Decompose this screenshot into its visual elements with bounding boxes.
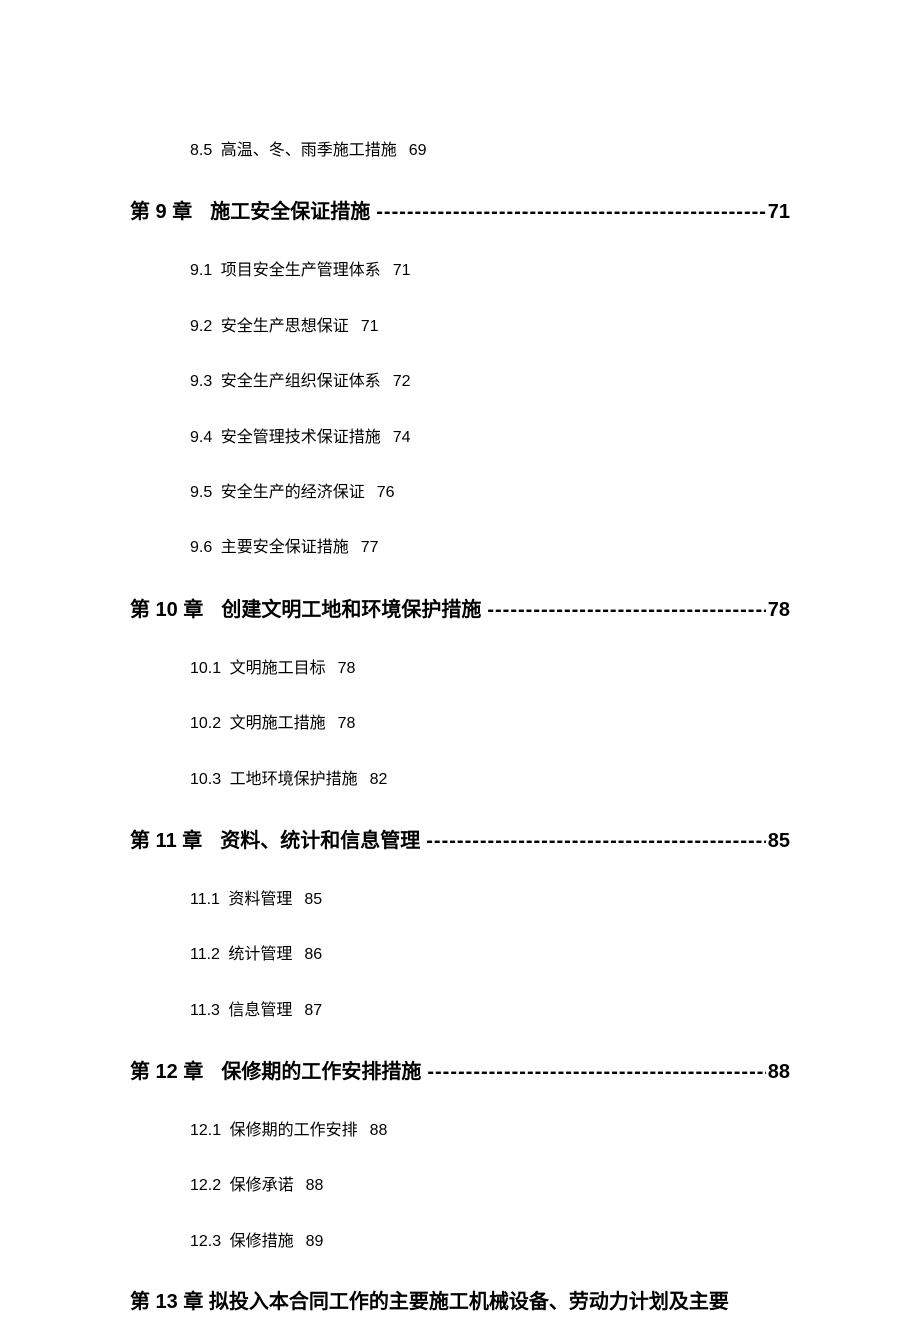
section-number: 9.5 <box>190 484 212 501</box>
section-title: 保修期的工作安排 <box>225 1122 357 1139</box>
section-page: 74 <box>393 429 411 446</box>
section-number: 9.6 <box>190 539 212 556</box>
section-page: 82 <box>370 771 388 788</box>
section-title: 文明施工目标 <box>225 660 325 677</box>
section-page: 72 <box>393 373 411 390</box>
chapter-label: 第 11 章 <box>130 824 202 853</box>
section-page: 78 <box>338 660 356 677</box>
toc-section-item: 8.5 高温、冬、雨季施工措施 69 <box>130 140 790 162</box>
section-title: 主要安全保证措施 <box>216 539 348 556</box>
chapter-title: 保修期的工作安排措施 <box>221 1055 421 1084</box>
section-page: 85 <box>304 891 322 908</box>
leader-dashes: ----------------------------------------… <box>376 201 766 224</box>
section-title: 安全生产组织保证体系 <box>216 373 380 390</box>
leader-dashes: ----------------------------------------… <box>487 599 765 622</box>
section-number: 9.3 <box>190 373 212 390</box>
leader-dashes: ----------------------------------------… <box>426 830 765 853</box>
section-number: 10.1 <box>190 660 221 677</box>
section-title: 安全生产的经济保证 <box>216 484 364 501</box>
toc-section-item: 11.2 统计管理 86 <box>130 944 790 966</box>
section-title: 保修措施 <box>225 1233 293 1250</box>
toc-chapter-row: 第 12 章保修期的工作安排措施 ------------------------… <box>130 1055 790 1084</box>
section-page: 87 <box>304 1002 322 1019</box>
section-title: 安全管理技术保证措施 <box>216 429 380 446</box>
section-number: 9.4 <box>190 429 212 446</box>
section-number: 11.3 <box>190 1002 220 1019</box>
chapter-title: 拟投入本合同工作的主要施工机械设备、劳动力计划及主要 <box>209 1291 729 1313</box>
toc-section-item: 9.1 项目安全生产管理体系 71 <box>130 260 790 282</box>
section-number: 8.5 <box>190 142 212 159</box>
toc-section-item: 10.3 工地环境保护措施 82 <box>130 769 790 791</box>
leader-dashes: ----------------------------------------… <box>427 1061 765 1084</box>
section-page: 71 <box>361 318 379 335</box>
section-title: 保修承诺 <box>225 1177 293 1194</box>
section-title: 信息管理 <box>224 1002 292 1019</box>
chapter-title: 施工安全保证措施 <box>210 195 370 224</box>
chapter-page: 85 <box>768 830 790 853</box>
section-number: 11.1 <box>190 891 220 908</box>
section-number: 10.3 <box>190 771 221 788</box>
toc-section-item: 9.3 安全生产组织保证体系 72 <box>130 371 790 393</box>
toc-section-item: 12.3 保修措施 89 <box>130 1231 790 1253</box>
toc-section-item: 12.1 保修期的工作安排 88 <box>130 1120 790 1142</box>
section-number: 9.2 <box>190 318 212 335</box>
section-title: 工地环境保护措施 <box>225 771 357 788</box>
toc-section-item: 9.4 安全管理技术保证措施 74 <box>130 427 790 449</box>
section-number: 11.2 <box>190 946 220 963</box>
section-title: 统计管理 <box>224 946 292 963</box>
section-title: 资料管理 <box>224 891 292 908</box>
chapter-label: 第 13 章 <box>130 1291 209 1313</box>
toc-section-item: 11.1 资料管理 85 <box>130 889 790 911</box>
section-title: 项目安全生产管理体系 <box>216 262 380 279</box>
section-page: 86 <box>304 946 322 963</box>
section-number: 12.3 <box>190 1233 221 1250</box>
toc-section-item: 12.2 保修承诺 88 <box>130 1175 790 1197</box>
chapter-title: 创建文明工地和环境保护措施 <box>221 593 481 622</box>
toc-section-item: 10.2 文明施工措施 78 <box>130 713 790 735</box>
section-title: 安全生产思想保证 <box>216 318 348 335</box>
toc-chapter-row: 第 10 章创建文明工地和环境保护措施 ---------------------… <box>130 593 790 622</box>
section-number: 12.1 <box>190 1122 221 1139</box>
section-page: 78 <box>338 715 356 732</box>
chapter-page: 78 <box>768 599 790 622</box>
section-page: 69 <box>409 142 427 159</box>
toc-chapter-row: 第 9 章施工安全保证措施 ---------------------------… <box>130 195 790 224</box>
section-page: 77 <box>361 539 379 556</box>
section-page: 76 <box>377 484 395 501</box>
chapter-page: 71 <box>768 201 790 224</box>
toc-section-item: 9.5 安全生产的经济保证 76 <box>130 482 790 504</box>
section-title: 高温、冬、雨季施工措施 <box>216 142 396 159</box>
section-page: 89 <box>306 1233 324 1250</box>
section-title: 文明施工措施 <box>225 715 325 732</box>
toc-chapter-row: 第 13 章 拟投入本合同工作的主要施工机械设备、劳动力计划及主要 <box>130 1286 790 1318</box>
chapter-label: 第 9 章 <box>130 195 192 224</box>
toc-section-item: 9.2 安全生产思想保证 71 <box>130 316 790 338</box>
section-page: 88 <box>306 1177 324 1194</box>
chapter-title: 资料、统计和信息管理 <box>220 824 420 853</box>
section-number: 9.1 <box>190 262 212 279</box>
chapter-label: 第 12 章 <box>130 1055 203 1084</box>
section-number: 12.2 <box>190 1177 221 1194</box>
toc-section-item: 11.3 信息管理 87 <box>130 1000 790 1022</box>
toc-chapter-row: 第 11 章资料、统计和信息管理 ------------------------… <box>130 824 790 853</box>
toc-section-item: 9.6 主要安全保证措施 77 <box>130 537 790 559</box>
table-of-contents: 8.5 高温、冬、雨季施工措施 69 第 9 章施工安全保证措施 ----------… <box>130 140 790 1318</box>
toc-section-item: 10.1 文明施工目标 78 <box>130 658 790 680</box>
section-page: 71 <box>393 262 411 279</box>
section-page: 88 <box>370 1122 388 1139</box>
chapter-label: 第 10 章 <box>130 593 203 622</box>
chapter-page: 88 <box>768 1061 790 1084</box>
section-number: 10.2 <box>190 715 221 732</box>
